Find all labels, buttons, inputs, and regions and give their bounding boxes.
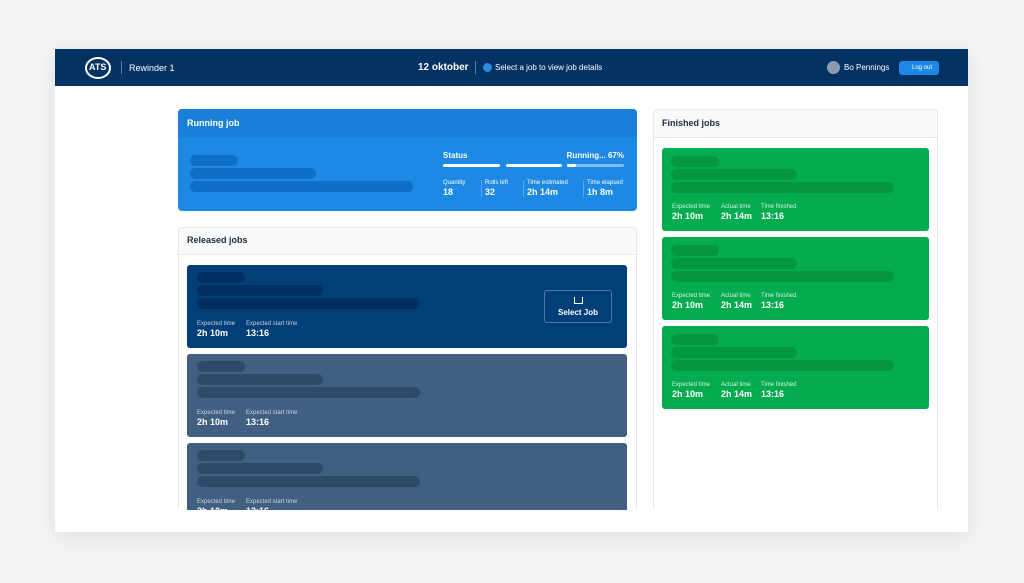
placeholder-bar — [671, 156, 719, 167]
finished-job-card: Expected time 2h 10m Actual time 2h 14m Time… — [662, 148, 929, 231]
field-value: 13:16 — [246, 507, 269, 511]
progress-segment — [443, 164, 500, 167]
placeholder-bar — [197, 450, 245, 461]
logo-text: ATS — [89, 62, 107, 72]
placeholder-bar — [197, 272, 245, 283]
placeholder-bar — [197, 298, 420, 309]
placeholder-bar — [671, 245, 719, 256]
divider — [481, 180, 482, 197]
field-value: 13:16 — [761, 389, 785, 399]
placeholder-bar — [197, 361, 245, 372]
placeholder-bar — [197, 374, 323, 385]
status-text: Running... 67% — [566, 151, 624, 160]
placeholder-bar — [671, 258, 797, 269]
field-value: 2h 14m — [721, 300, 753, 310]
field-label: Time finished — [761, 204, 797, 210]
field-value: 13:16 — [761, 300, 785, 310]
released-title: Released jobs — [187, 235, 248, 245]
placeholder-bar — [190, 168, 316, 179]
date: 12 oktober — [418, 62, 469, 73]
divider — [475, 61, 476, 74]
field-value: 2h 10m — [197, 417, 229, 427]
avatar — [827, 61, 840, 74]
progress-segment — [567, 164, 624, 167]
logo — [85, 57, 111, 79]
hint: Select a job to view job details — [495, 63, 603, 72]
divider — [121, 61, 122, 74]
field-label: Expected time — [197, 321, 236, 327]
placeholder-bar — [671, 169, 797, 180]
divider — [523, 180, 524, 197]
finished-job-card: Expected time 2h 10m Actual time 2h 14m Time… — [662, 237, 929, 320]
finished-header — [653, 109, 938, 138]
divider — [583, 180, 584, 197]
placeholder-bar — [671, 347, 797, 358]
field-value: 2h 14m — [721, 389, 753, 399]
finished-title: Finished jobs — [662, 118, 721, 128]
placeholder-bar — [671, 271, 894, 282]
select-icon[interactable] — [574, 297, 583, 304]
field-value: 2h 14m — [721, 211, 753, 221]
logout-label[interactable]: Log out — [912, 65, 933, 71]
field-label: Actual time — [721, 293, 751, 299]
placeholder-bar — [671, 182, 894, 193]
field-label: Time finished — [761, 382, 797, 388]
placeholder-bar — [197, 463, 323, 474]
placeholder-bar — [197, 285, 323, 296]
progress-segment — [506, 164, 562, 167]
stat-value: 32 — [485, 187, 496, 197]
running-title: Running job — [187, 118, 240, 128]
placeholder-bar — [197, 387, 420, 398]
released-list: Expected time 2h 10m Expected start time 13… — [178, 255, 637, 510]
finished-job-card: Expected time 2h 10m Actual time 2h 14m Time… — [662, 326, 929, 409]
released-job-card[interactable]: Expected time 2h 10m Expected start time 13… — [187, 443, 627, 510]
info-icon — [483, 63, 492, 72]
field-label: Actual time — [721, 204, 751, 210]
app-name: Rewinder 1 — [129, 63, 175, 73]
stat-label: Time estimated — [527, 180, 568, 186]
field-label: Expected time — [672, 293, 711, 299]
stat-label: Quantity — [443, 180, 466, 186]
placeholder-bar — [190, 181, 413, 192]
logout-button[interactable] — [899, 61, 939, 75]
field-label: Expected start time — [246, 410, 298, 416]
placeholder-bar — [671, 360, 894, 371]
field-label: Time finished — [761, 293, 797, 299]
field-value: 2h 10m — [672, 211, 704, 221]
stat-value: 1h 8m — [587, 187, 614, 197]
field-label: Expected start time — [246, 499, 298, 505]
field-label: Expected start time — [246, 321, 298, 327]
field-value: 2h 10m — [197, 507, 228, 511]
placeholder-bar — [190, 155, 238, 166]
field-value: 13:16 — [761, 211, 785, 221]
select-job-label[interactable]: Select Job — [557, 308, 598, 317]
status-label: Status — [443, 151, 468, 160]
stat-value: 18 — [443, 187, 454, 197]
field-value: 13:16 — [246, 328, 270, 338]
released-header — [178, 227, 637, 255]
stat-label: Rolls left — [485, 180, 509, 186]
select-job-button[interactable]: Select Job — [544, 290, 612, 323]
field-value: 2h 10m — [672, 300, 704, 310]
running-header — [178, 109, 637, 137]
placeholder-bar — [197, 476, 420, 487]
field-label: Expected time — [672, 382, 711, 388]
header-bar — [55, 49, 968, 86]
field-value: 13:16 — [246, 417, 270, 427]
stat-label: Time elapsed — [587, 180, 623, 186]
stat-value: 2h 14m — [527, 187, 559, 197]
field-value: 2h 10m — [672, 389, 704, 399]
progress-fill — [567, 164, 576, 167]
field-label: Expected time — [197, 499, 236, 505]
field-value: 2h 10m — [197, 328, 229, 338]
field-label: Actual time — [721, 382, 751, 388]
field-label: Expected time — [672, 204, 711, 210]
placeholder-bar — [671, 334, 719, 345]
field-label: Expected time — [197, 410, 236, 416]
user-name: Bo Pennings — [844, 63, 890, 72]
